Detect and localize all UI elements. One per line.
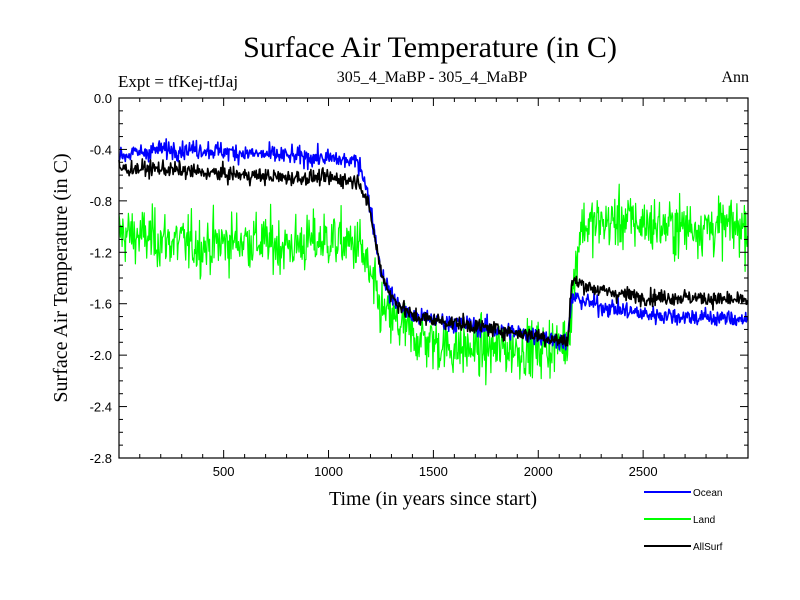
x-tick-label: 1000: [314, 464, 343, 479]
y-axis-label: Surface Air Temperature (in C): [50, 153, 72, 402]
experiment-pair-label: 305_4_MaBP - 305_4_MaBP: [337, 69, 528, 86]
y-tick-label: 0.0: [94, 91, 112, 106]
axes-layer: 500 1000 1500 2000 2500 0.0 -0.4 -0.8 -1.2 -1.6 -2…: [90, 91, 748, 479]
y-tick-label: -2.0: [90, 348, 112, 363]
x-tick-label: 1500: [419, 464, 448, 479]
expt-label: Expt = tfKej-tfJaj: [118, 72, 238, 91]
series-layer: [118, 138, 749, 386]
legend-label-ocean: Ocean: [693, 488, 722, 499]
y-tick-label: -2.8: [90, 451, 112, 466]
legend: Ocean Land AllSurf: [644, 488, 723, 553]
x-tick-label: 2500: [629, 464, 658, 479]
y-tick-label: -0.4: [90, 142, 112, 157]
x-axis-label: Time (in years since start): [329, 488, 537, 510]
x-tick-label: 500: [213, 464, 235, 479]
chart-title: Surface Air Temperature (in C): [243, 31, 617, 64]
series-line-land: [118, 183, 749, 386]
series-line-allsurf: [118, 158, 749, 348]
y-tick-label: -2.4: [90, 400, 112, 415]
y-tick-label: -0.8: [90, 194, 112, 209]
x-tick-label: 2000: [524, 464, 553, 479]
y-tick-label: -1.6: [90, 297, 112, 312]
legend-label-allsurf: AllSurf: [693, 542, 723, 553]
season-label: Ann: [721, 69, 749, 86]
legend-label-land: Land: [693, 515, 715, 526]
y-tick-label: -1.2: [90, 245, 112, 260]
